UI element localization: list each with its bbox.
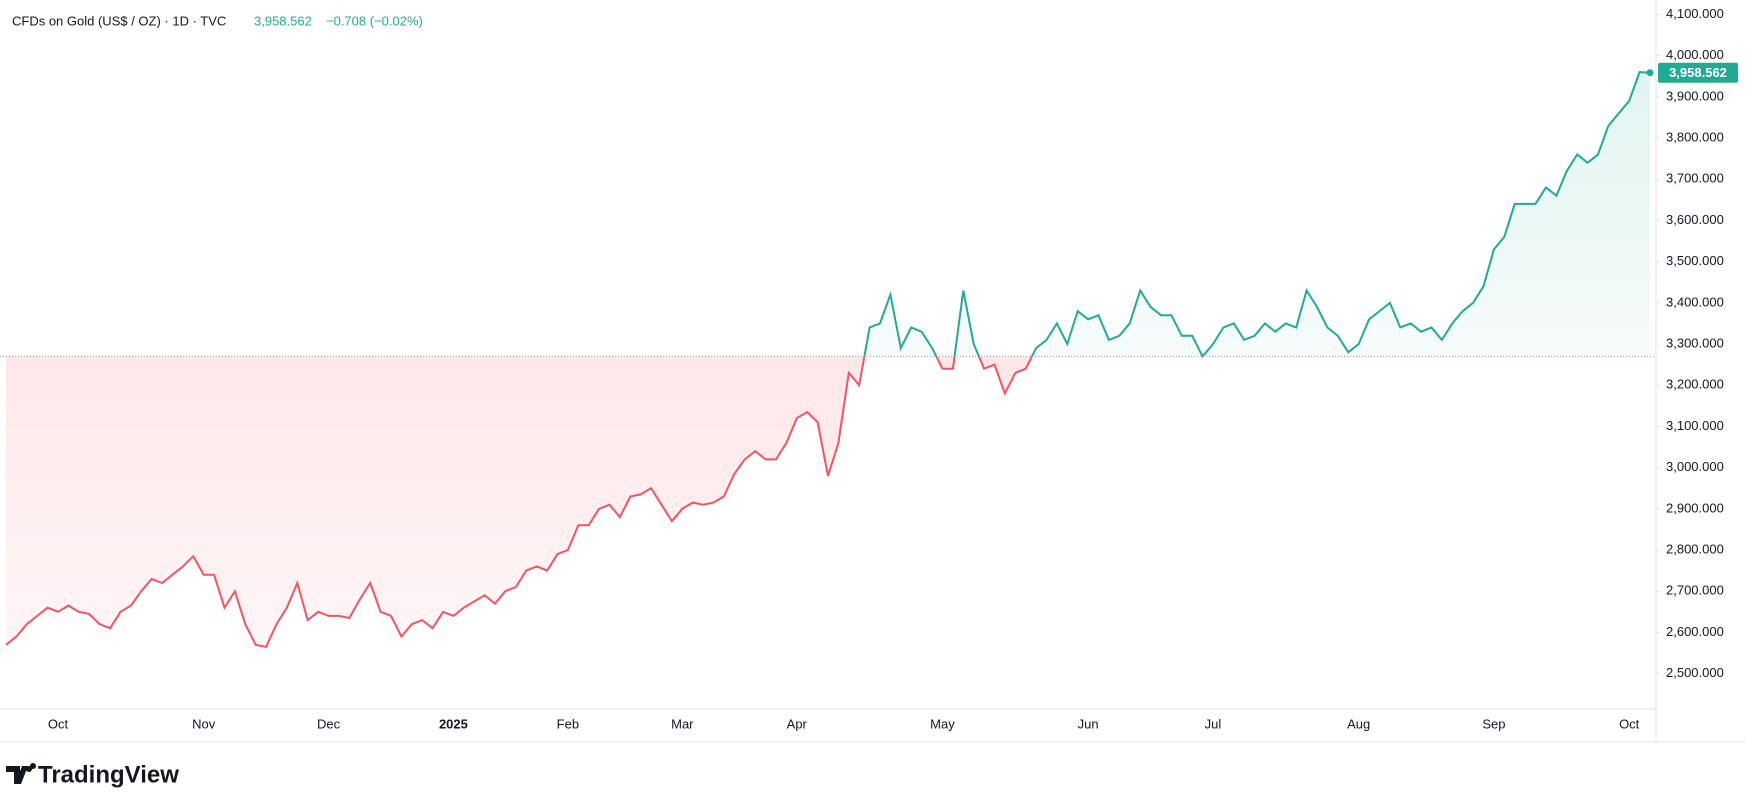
x-tick-label: 2025 [439,716,468,731]
y-tick-label: 4,000.000 [1666,47,1724,62]
y-tick-label: 3,200.000 [1666,377,1724,392]
area-down [6,356,1203,647]
x-tick-label: Aug [1347,716,1370,731]
y-tick-label: 3,800.000 [1666,129,1724,144]
x-tick-label: Sep [1482,716,1505,731]
symbol-title: CFDs on Gold (US$ / OZ) · 1D · TVC [12,13,226,28]
x-tick-label: Nov [192,716,216,731]
y-tick-label: 3,000.000 [1666,459,1724,474]
y-tick-label: 3,700.000 [1666,171,1724,186]
y-tick-label: 2,900.000 [1666,500,1724,515]
x-tick-label: Feb [557,716,579,731]
y-tick-label: 3,500.000 [1666,253,1724,268]
y-tick-label: 2,700.000 [1666,583,1724,598]
x-tick-label: May [930,716,955,731]
price-tag [1658,62,1738,83]
x-tick-label: Oct [48,716,69,731]
x-tick-label: Apr [787,716,808,731]
y-tick-label: 4,100.000 [1666,6,1724,21]
line-up [863,71,1651,357]
y-tick-label: 3,900.000 [1666,88,1724,103]
area-up [6,72,1650,357]
x-tick-label: Dec [317,716,341,731]
x-tick-label: Mar [671,716,694,731]
x-tick-label: Oct [1619,716,1640,731]
logo-dot [26,766,32,772]
y-tick-label: 2,800.000 [1666,541,1724,556]
y-tick-label: 2,600.000 [1666,624,1724,639]
y-tick-label: 3,400.000 [1666,294,1724,309]
x-tick-label: Jul [1205,716,1222,731]
x-tick-label: Jun [1078,716,1099,731]
brand-logo: TradingView [6,761,179,788]
y-tick-label: 3,600.000 [1666,212,1724,227]
line-down [5,356,1204,648]
y-tick-label: 3,100.000 [1666,418,1724,433]
logo-icon [6,763,36,784]
last-price: 3,958.562 [254,13,312,28]
brand-name: TradingView [38,761,179,788]
y-tick-label: 2,500.000 [1666,665,1724,680]
y-tick-label: 3,300.000 [1666,335,1724,350]
price-change: −0.708 (−0.02%) [326,13,423,28]
price-tag-label: 3,958.562 [1669,65,1727,80]
last-point [1646,69,1654,77]
